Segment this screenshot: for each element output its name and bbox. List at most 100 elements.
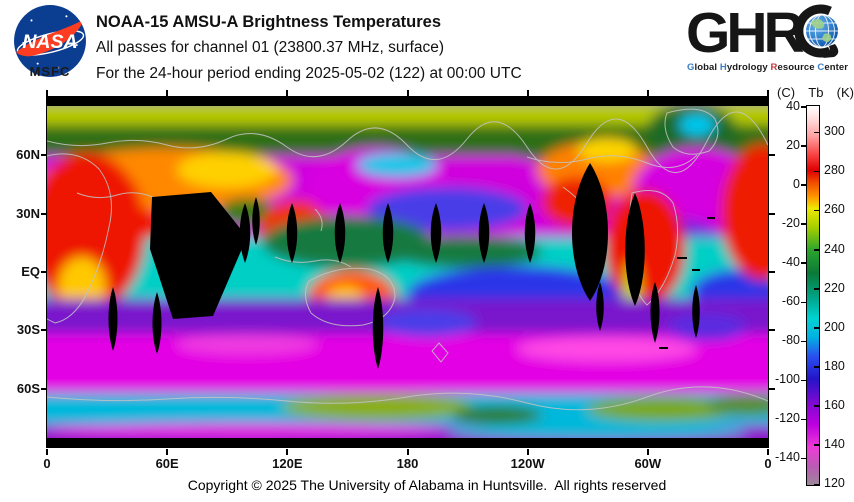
colorbar-kelvin-tick (814, 131, 820, 134)
colorbar-kelvin-tick (814, 170, 820, 173)
lat-tick-right (769, 271, 775, 273)
ghrc-caption-part: G (687, 62, 695, 73)
colorbar-kelvin-200: 200 (824, 319, 845, 334)
colorbar-kelvin-tick (814, 249, 820, 251)
colorbar-celsius-tick (801, 457, 806, 460)
ghrc-logo: GHR Global Hydrology Resource C (686, 1, 850, 82)
lat-tick-left (41, 387, 47, 390)
data-gap-gores (47, 97, 768, 447)
ghrc-caption: Global Hydrology Resource Center (687, 62, 850, 73)
colorbar-kelvin-180: 180 (824, 358, 845, 373)
colorbar-kelvin-tick (814, 209, 820, 212)
lat-label-60N: 60N (16, 147, 40, 163)
ghrc-caption-part: esource (777, 62, 818, 73)
colorbar-celsius-tick (801, 223, 806, 225)
lat-tick-right (769, 212, 775, 215)
colorbar-celsius-40: 40 (786, 98, 800, 113)
lon-tick-bottom (286, 449, 289, 455)
colorbar-celsius--80: -80 (781, 333, 800, 348)
colorbar-celsius-tick (801, 340, 806, 343)
lon-tick-bottom (526, 449, 529, 455)
lon-tick-bottom (646, 449, 649, 455)
colorbar-kelvin-tick (814, 405, 820, 407)
nasa-swoosh (16, 19, 84, 57)
lat-label-EQ: EQ (21, 264, 40, 279)
map-frame (46, 96, 769, 448)
subtitle-period: For the 24-hour period ending 2025-05-02… (96, 65, 522, 82)
lon-tick-bottom (46, 449, 48, 455)
lon-tick-top (646, 90, 649, 96)
lat-tick-right (769, 329, 775, 332)
colorbar-celsius--120: -120 (774, 411, 800, 426)
lat-label-30N: 30N (16, 205, 40, 221)
lat-tick-left (41, 271, 47, 273)
colorbar-kelvin-tick (814, 288, 820, 290)
lon-label-0-6: 0 (764, 456, 772, 471)
colorbar-celsius-0: 0 (793, 176, 800, 191)
lon-label-120W-4: 120W (510, 456, 545, 471)
colorbar-celsius-20: 20 (786, 137, 800, 152)
colorbar-celsius--20: -20 (781, 215, 800, 230)
colorbar-unit-celsius: (C) (777, 85, 796, 100)
colorbar-celsius--140: -140 (774, 450, 800, 465)
page-title: NOAA-15 AMSU-A Brightness Temperatures (96, 13, 442, 31)
lon-tick-top (46, 90, 48, 96)
colorbar-celsius-tick (801, 418, 806, 421)
nasa-wordmark: NASA (22, 31, 77, 53)
ghrc-wordmark: GHR (686, 1, 805, 65)
colorbar-kelvin-280: 280 (824, 163, 845, 178)
colorbar-kelvin-tick (814, 327, 820, 329)
ghrc-caption-part: H (719, 62, 727, 73)
ghrc-caption-part: R (770, 62, 778, 73)
title-block: NOAA-15 AMSU-A Brightness Temperatures A… (96, 9, 656, 87)
lon-label-180-3: 180 (396, 456, 419, 471)
colorbar-kelvin-tick (814, 483, 820, 485)
lat-tick-left (41, 154, 47, 157)
colorbar-kelvin-220: 220 (824, 280, 845, 295)
nasa-caption-msfc: MSFC (29, 64, 71, 79)
lon-tick-top (406, 90, 409, 96)
colorbar-kelvin-240: 240 (824, 241, 845, 256)
colorbar-unit-tb: Tb (808, 85, 824, 100)
lon-tick-top (767, 90, 769, 96)
lat-label-60S: 60S (16, 380, 40, 396)
lon-label-60E-1: 60E (155, 456, 179, 471)
lon-tick-bottom (767, 449, 769, 455)
ghrc-globe-c-icon (794, 4, 839, 58)
lat-tick-left (41, 329, 47, 332)
ghrc-caption-part: enter (824, 62, 849, 73)
lon-label-60W-5: 60W (634, 456, 662, 471)
ghrc-caption-part: lobal (694, 62, 720, 73)
ghrc-caption-part: ydrology (726, 62, 771, 73)
colorbar-kelvin-120: 120 (824, 476, 845, 490)
colorbar-celsius-tick (801, 145, 806, 147)
subtitle-channel: All passes for channel 01 (23800.37 MHz,… (96, 39, 445, 56)
colorbar-celsius--100: -100 (774, 372, 800, 387)
nasa-logo: NASA (14, 5, 86, 77)
colorbar-kelvin-160: 160 (824, 397, 845, 412)
copyright-text: Copyright © 2025 The University of Alaba… (187, 477, 667, 493)
colorbar-unit-kelvin: (K) (836, 85, 854, 100)
colorbar-kelvin-300: 300 (824, 124, 845, 139)
lon-label-0-0: 0 (43, 456, 51, 471)
colorbar-units: (C) Tb (K) (777, 85, 854, 100)
lon-label-120E-2: 120E (272, 456, 303, 471)
colorbar-celsius-tick (801, 106, 806, 108)
colorbar-gradient (806, 105, 820, 486)
lon-tick-top (526, 90, 529, 96)
colorbar-celsius-tick (801, 379, 806, 382)
colorbar-celsius--60: -60 (781, 294, 800, 309)
lat-label-30S: 30S (16, 322, 40, 338)
lat-tick-right (769, 387, 775, 390)
lon-tick-top (286, 90, 289, 96)
ghrc-caption-part: C (817, 62, 825, 73)
lon-tick-bottom (166, 449, 169, 455)
colorbar-kelvin-140: 140 (824, 436, 845, 451)
brightness-temperature-map (47, 97, 768, 447)
lon-tick-bottom (406, 449, 409, 455)
lat-tick-left (41, 212, 47, 215)
colorbar-celsius-tick (801, 262, 806, 264)
colorbar-celsius-tick (801, 184, 806, 186)
colorbar-celsius-tick (801, 301, 806, 304)
